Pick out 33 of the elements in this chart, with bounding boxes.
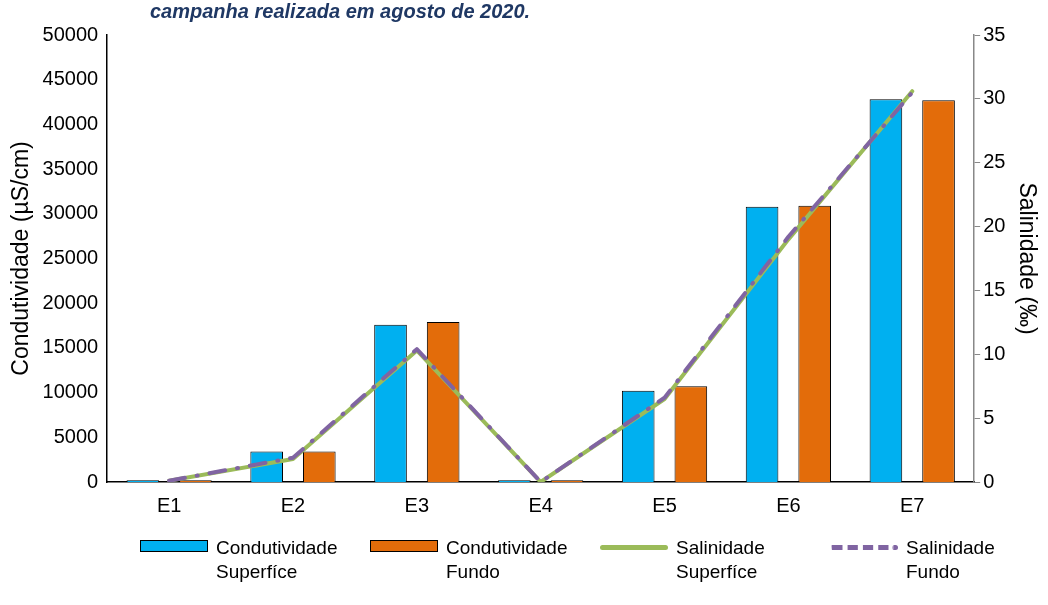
y-tick-label: 40000 [42,111,99,134]
y2-tick-label: 25 [983,150,1006,173]
y-tick-label: 15000 [42,335,99,358]
legend-label: Salinidade Superfíce [676,536,766,584]
x-tick-label: E4 [528,493,553,516]
x-tick-label: E5 [652,493,677,516]
y-tick-label: 45000 [42,67,99,90]
x-tick-label: E7 [900,493,925,516]
legend-label: Condutividade Superfíce [216,536,339,584]
legend-label: Salinidade Fundo [906,536,996,584]
y2-tick-label: 30 [983,86,1006,109]
y-tick-label: 30000 [42,201,99,224]
y-tick-label: 35000 [42,156,99,179]
y2-axis-title: Salinidade (‰) [1014,182,1041,335]
chart-title: campanha realizada em agosto de 2020. [150,0,531,23]
y2-tick-label: 20 [983,214,1006,237]
y2-tick-label: 15 [983,277,1006,300]
y2-tick-label: 5 [983,405,995,428]
legend-label: Condutividade Fundo [446,536,569,584]
y-tick-label: 5000 [53,424,99,447]
x-tick-label: E6 [776,493,801,516]
y2-tick-label: 0 [983,469,995,492]
y-axis-title: Condutividade (µS/cm) [7,141,34,376]
x-tick-label: E1 [156,493,182,516]
y-tick-label: 25000 [42,246,99,269]
y-tick-label: 10000 [42,380,99,403]
y2-tick-label: 10 [983,341,1006,364]
y2-tick-label: 35 [983,22,1006,45]
x-tick-label: E2 [280,493,306,516]
y-tick-label: 0 [87,469,99,492]
x-tick-label: E3 [404,493,430,516]
y-tick-label: 20000 [42,290,99,313]
y-tick-label: 50000 [42,22,99,45]
